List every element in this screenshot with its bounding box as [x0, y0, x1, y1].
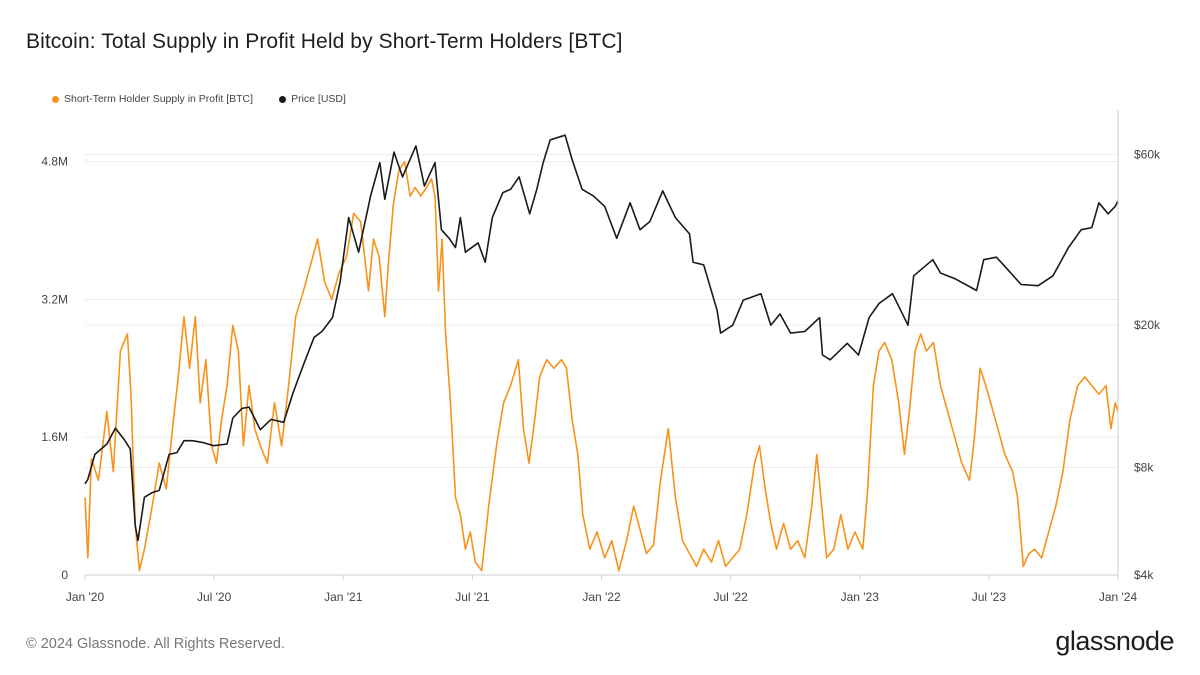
price-line	[84, 134, 1119, 542]
x-tick-label: Jan '21	[324, 590, 363, 604]
y-right-tick-label: $4k	[1134, 568, 1154, 582]
x-tick-label: Jul '21	[455, 590, 490, 604]
x-tick-label: Jul '23	[972, 590, 1007, 604]
y-left-tick-label: 0	[61, 568, 68, 582]
legend-label-supply: Short-Term Holder Supply in Profit [BTC]	[64, 93, 254, 105]
legend: Short-Term Holder Supply in Profit [BTC]…	[52, 93, 372, 105]
legend-item-price[interactable]: Price [USD]	[279, 93, 346, 105]
y-right-tick-label: $20k	[1134, 318, 1161, 332]
legend-dot-supply	[52, 95, 59, 103]
axes: 0 1.6M 3.2M 4.8M $4k $8k $20k $60k Jan '20 Jul '2…	[41, 110, 1161, 604]
y-left-tick-label: 3.2M	[41, 292, 68, 306]
series-layer	[84, 134, 1119, 572]
x-tick-label: Jul '20	[197, 590, 232, 604]
x-tick-label: Jan '23	[841, 590, 880, 604]
y-right-tick-label: $8k	[1134, 460, 1154, 474]
grid-lines	[85, 154, 1118, 576]
supply-line	[84, 160, 1119, 572]
chart-title: Bitcoin: Total Supply in Profit Held by …	[26, 30, 623, 53]
brand-logo: glassnode	[1055, 626, 1174, 656]
x-tick-label: Jul '22	[713, 590, 748, 604]
y-left-tick-label: 1.6M	[41, 430, 68, 444]
x-tick-label: Jan '24	[1099, 590, 1138, 604]
legend-item-supply[interactable]: Short-Term Holder Supply in Profit [BTC]	[52, 93, 253, 105]
y-left-tick-label: 4.8M	[41, 155, 68, 169]
legend-dot-price	[279, 95, 287, 103]
y-right-tick-label: $60k	[1134, 148, 1161, 162]
copyright-text: © 2024 Glassnode. All Rights Reserved.	[26, 636, 285, 652]
x-tick-label: Jan '22	[582, 590, 621, 604]
legend-label-price: Price [USD]	[291, 93, 346, 105]
x-tick-label: Jan '20	[66, 590, 105, 604]
